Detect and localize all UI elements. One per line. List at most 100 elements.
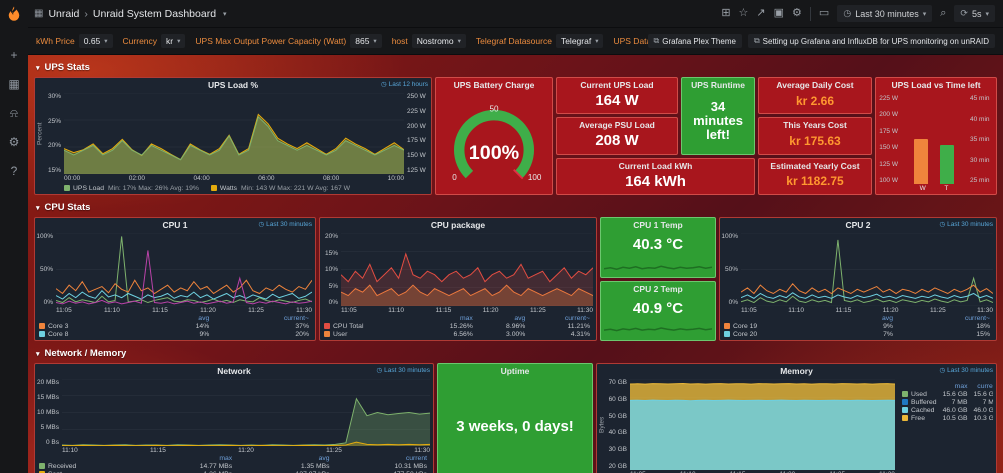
plot-area[interactable] [741,233,993,306]
dashboard-title[interactable]: Unraid System Dashboard [92,7,217,20]
variable-kwh-price: kWh Price 0.65 ▾ [36,34,113,48]
panel-timerange-badge: ◷ Last 30 minutes [258,220,312,229]
axis-tick: 11:10 [680,470,696,473]
legend-value: 1.35 MBs [300,463,330,470]
zoom-out-button[interactable]: ⌕ [940,7,947,19]
legend-item[interactable]: Core 20 7% 15% [721,331,993,339]
legend-color-swatch [39,331,45,337]
panel-title[interactable]: Network ◷ Last 30 minutes [217,366,430,376]
legend-item[interactable]: Core 3 14% 37% [36,323,312,331]
stat-value: 40.3 °C [632,236,684,253]
battery-gauge: 0 50 100 100% [436,92,552,194]
panel-title[interactable]: UPS Load vs Time left [891,80,981,90]
panel-title[interactable]: CPU 1 ◷ Last 30 minutes [162,220,312,230]
dashboard-canvas: ▾ UPS Stats UPS Load % ◷ Last 12 hours P… [28,55,1003,473]
panel-title[interactable]: Memory ◷ Last 30 minutes [780,366,993,376]
panel-network: Network ◷ Last 30 minutes 20 MBs 15 MBs 10… [34,363,434,473]
graph-legend: avg current~ Core 3 14% 37% Core 8 9% 20% [36,315,312,339]
legend-color-swatch [64,185,70,191]
axis-tick: 11:10 [788,307,805,314]
sidebar-configuration-button[interactable]: ⚙ [8,135,20,149]
row-header-cpu-stats[interactable]: ▾ CPU Stats [36,202,91,213]
legend-item[interactable]: Sent1.26 MBs137.87 kBs477.50 kBs [36,471,430,473]
legend-item[interactable]: Core 19 9% 18% [721,323,993,331]
star-dashboard-button[interactable]: ☆ [738,7,749,19]
panel-cpu2: CPU 2 ◷ Last 30 minutes 100% 50% 0% 11:05 11… [719,217,997,341]
panel-title[interactable]: Average PSU Load [579,120,655,131]
variable-value-dropdown[interactable]: 0.65 ▾ [78,34,113,48]
row-header-ups-stats[interactable]: ▾ UPS Stats [36,62,90,73]
variable-label: kWh Price [36,36,75,46]
panel-title[interactable]: Uptime [500,366,530,376]
sidebar-dashboards-button[interactable]: ▦ [8,77,20,91]
legend-item[interactable]: Received 14.77 MBs 1.35 MBs 10.31 MBs [36,463,430,471]
variable-value-dropdown[interactable]: Telegraf ▾ [555,34,604,48]
panel-title[interactable]: Current Load kWh [618,160,693,171]
panel-title[interactable]: Current UPS Load [580,80,654,90]
variable-value-dropdown[interactable]: 865 ▾ [350,34,382,48]
panel-title[interactable]: Average Daily Cost [776,80,854,90]
chevron-down-icon: ▾ [595,38,599,45]
share-dashboard-button[interactable]: ↗ [756,7,766,19]
axis-tick: 0 Bs [45,439,59,446]
plot-area[interactable] [62,379,430,446]
sidebar-create-button[interactable]: + [10,48,18,62]
panel-title[interactable]: CPU 2 Temp [633,283,683,294]
dashboard-settings-button[interactable]: ⚙ [792,7,802,19]
cpu-package-graph: 20% 15% 10% 5% 0% 11:05 11:10 11:15 11:20 11:25 11… [320,232,596,340]
variable-value-dropdown[interactable]: kr ▾ [161,34,186,48]
grafana-logo[interactable] [0,0,28,28]
sidebar-help-button[interactable]: ? [10,164,18,178]
legend-item[interactable]: User 6.56% 3.00% 4.31% [321,331,593,339]
x-axis-ticks: 11:10 11:15 11:20 11:25 11:30 [62,446,430,455]
network-graph: 20 MBs 15 MBs 10 MBs 5 MBs 0 Bs 11:10 11:15 11:… [35,378,433,473]
breadcrumb[interactable]: ▦ Unraid › Unraid System Dashboard ▾ [34,8,227,20]
chevron-down-icon: ▾ [922,10,927,18]
legend-item[interactable]: Core 8 9% 20% [36,331,312,339]
panel-timerange-badge: ◷ Last 30 minutes [939,366,993,375]
axis-tick: 175 W [407,137,426,145]
panel-uptime: Uptime 3 weeks, 0 days! [437,363,593,473]
clock-icon: ◷ [939,367,946,374]
dashboard-link-grafana-plex-theme[interactable]: ⧉ Grafana Plex Theme [647,34,742,48]
save-dashboard-button[interactable]: ▣ [773,7,785,19]
panel-title[interactable]: Estimated Yearly Cost [770,160,860,171]
axis-tick: 11:05 [630,470,646,473]
plot-area[interactable] [630,379,895,470]
panel-title[interactable]: UPS Load % ◷ Last 12 hours [207,80,428,90]
legend-item[interactable]: CPU Total 15.26% 8.96% 11.21% [321,323,593,331]
panel-title[interactable]: UPS Battery Charge [453,80,535,90]
row-header-network-memory[interactable]: ▾ Network / Memory [36,348,127,359]
sidebar-alerting-button[interactable]: ⍾ [10,106,18,120]
variable-value-dropdown[interactable]: Nostromo ▾ [411,34,466,48]
legend-value: 10.31 MBs [394,463,428,470]
panel-title[interactable]: CPU 2 ◷ Last 30 minutes [845,220,993,230]
axis-tick: 100% [721,233,738,240]
dashboard-link-setting-up-grafana-and-influxd[interactable]: ⧉ Setting up Grafana and InfluxDB for UPS… [747,34,995,48]
bars-plot[interactable] [901,95,967,184]
plot-area[interactable] [341,233,593,306]
panel-title[interactable]: CPU 1 Temp [633,220,683,230]
plot-area[interactable] [64,93,404,174]
panel-title[interactable]: CPU package [430,220,486,230]
legend-item[interactable]: UPS Load Min: 17% Max: 26% Avg: 19% [64,185,199,192]
legend-color-swatch [210,185,217,191]
add-panel-button[interactable]: ⊞ [721,7,731,19]
time-range-picker[interactable]: ◷ Last 30 minutes ▾ [837,5,933,22]
legend-value: 15.6 GB [942,391,968,398]
panel-title[interactable]: This Years Cost [783,120,847,131]
legend-item[interactable]: Watts Min: 143 W Max: 221 W Avg: 167 W [210,185,350,192]
panel-title[interactable]: UPS Runtime [691,80,745,90]
breadcrumb-folder[interactable]: Unraid [48,7,80,20]
collapse-caret-icon: ▾ [36,350,40,358]
plot-area[interactable] [56,233,312,306]
axis-tick: 11:20 [238,447,254,454]
cycle-view-mode-button[interactable]: ▭ [818,7,830,19]
refresh-picker[interactable]: ⟳ 5s ▾ [954,5,995,22]
ups-load-graph: Percent 30% 25% 20% 15% 250 W 225 W 200 W 175 W 1… [35,92,431,194]
chevron-down-icon: ▾ [373,38,377,45]
